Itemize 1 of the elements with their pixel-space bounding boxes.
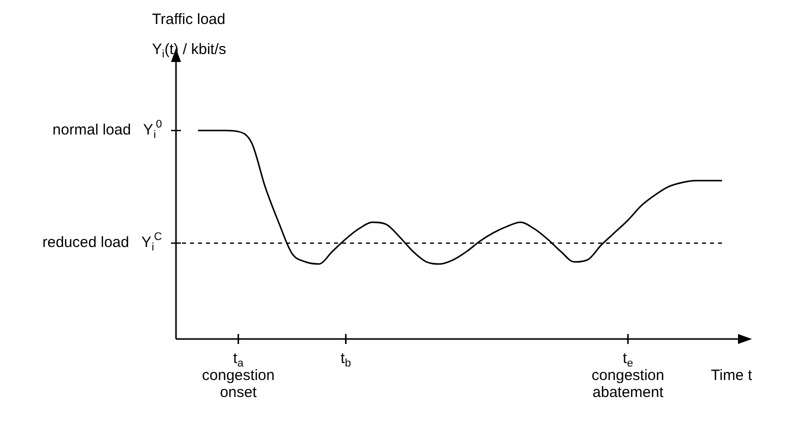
x-axis-title: Time t	[710, 367, 753, 384]
